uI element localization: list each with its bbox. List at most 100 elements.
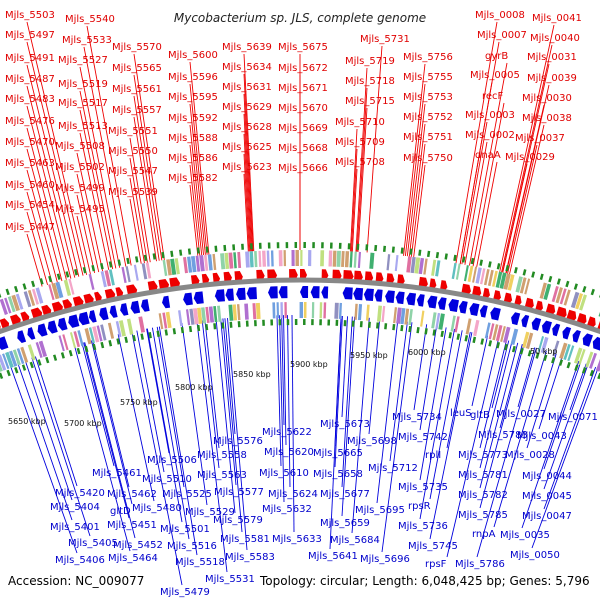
gene-label[interactable]: Mjls_0008 bbox=[475, 10, 525, 21]
gene-label[interactable]: gltD bbox=[110, 506, 131, 517]
gene-label[interactable]: Mjls_5610 bbox=[259, 468, 309, 479]
reverse-gene-arrow[interactable] bbox=[552, 323, 561, 337]
gene-label[interactable]: Mjls_0039 bbox=[527, 73, 577, 84]
gene-label[interactable]: Mjls_5625 bbox=[222, 142, 272, 153]
gene-label[interactable]: Mjls_5464 bbox=[108, 553, 158, 564]
gene-label[interactable]: Mjls_0043 bbox=[517, 431, 567, 442]
gene-label[interactable]: Mjls_5404 bbox=[50, 502, 100, 513]
gene-label[interactable]: rnpA bbox=[472, 529, 496, 540]
gene-label[interactable]: Mjls_5631 bbox=[222, 82, 272, 93]
gene-label[interactable]: Mjls_5529 bbox=[185, 507, 235, 518]
gene-label[interactable]: Mjls_0041 bbox=[532, 13, 582, 24]
gene-label[interactable]: Mjls_5519 bbox=[58, 79, 108, 90]
reverse-gene-arrow[interactable] bbox=[479, 305, 488, 318]
gene-label[interactable]: Mjls_5709 bbox=[335, 137, 385, 148]
gene-label[interactable]: Mjls_5622 bbox=[262, 427, 312, 438]
reverse-gene-arrow[interactable] bbox=[541, 320, 552, 334]
gene-label[interactable]: Mjls_5673 bbox=[320, 419, 370, 430]
gene-label[interactable]: Mjls_5786 bbox=[455, 559, 505, 570]
gene-label[interactable]: Mjls_5658 bbox=[313, 469, 363, 480]
reverse-gene-arrow[interactable] bbox=[88, 310, 97, 323]
reverse-gene-arrow[interactable] bbox=[47, 320, 58, 334]
gene-label[interactable]: leuS bbox=[450, 408, 472, 419]
gene-label[interactable]: Mjls_5735 bbox=[398, 482, 448, 493]
gene-label[interactable]: Mjls_5600 bbox=[168, 50, 218, 61]
reverse-gene-arrow[interactable] bbox=[363, 288, 374, 302]
gene-label[interactable]: Mjls_5736 bbox=[398, 521, 448, 532]
gene-label[interactable]: Mjls_5487 bbox=[5, 74, 55, 85]
gene-label[interactable]: Mjls_5675 bbox=[278, 42, 328, 53]
reverse-gene-arrow[interactable] bbox=[236, 287, 246, 301]
gene-label[interactable]: Mjls_5483 bbox=[5, 94, 55, 105]
gene-label[interactable]: Mjls_5695 bbox=[355, 505, 405, 516]
gene-label[interactable]: Mjls_5756 bbox=[403, 52, 453, 63]
reverse-gene-arrow[interactable] bbox=[469, 302, 480, 316]
reverse-gene-arrow[interactable] bbox=[162, 295, 171, 309]
gene-label[interactable]: rpsR bbox=[408, 501, 431, 512]
gene-label[interactable]: Mjls_5582 bbox=[168, 173, 218, 184]
gene-label[interactable]: Mjls_5495 bbox=[55, 204, 105, 215]
gene-label[interactable]: Mjls_0002 bbox=[465, 130, 515, 141]
reverse-gene-arrow[interactable] bbox=[246, 287, 257, 300]
gene-label[interactable]: Mjls_5731 bbox=[360, 34, 410, 45]
gene-label[interactable]: Mjls_5639 bbox=[222, 42, 272, 53]
gene-label[interactable]: Mjls_5461 bbox=[92, 468, 142, 479]
gene-label[interactable]: Mjls_0028 bbox=[505, 450, 555, 461]
gene-label[interactable]: Mjls_5531 bbox=[205, 574, 255, 585]
gene-label[interactable]: Mjls_5480 bbox=[132, 503, 182, 514]
gene-label[interactable]: Mjls_5670 bbox=[278, 103, 328, 114]
reverse-gene-arrow[interactable] bbox=[406, 292, 417, 306]
gene-label[interactable]: rplI bbox=[425, 450, 441, 461]
reverse-gene-arrow[interactable] bbox=[562, 326, 572, 340]
gene-label[interactable]: Mjls_0071 bbox=[548, 412, 598, 423]
gene-label[interactable]: Mjls_0029 bbox=[505, 152, 555, 163]
gene-label[interactable]: Mjls_5576 bbox=[213, 436, 263, 447]
reverse-gene-arrow[interactable] bbox=[141, 299, 150, 312]
gene-label[interactable]: Mjls_5405 bbox=[68, 538, 118, 549]
reverse-gene-arrow[interactable] bbox=[183, 292, 193, 306]
gene-label[interactable]: Mjls_5632 bbox=[262, 504, 312, 515]
reverse-gene-arrow[interactable] bbox=[193, 291, 204, 305]
gene-label[interactable]: Mjls_0035 bbox=[500, 530, 550, 541]
gene-label[interactable]: Mjls_5510 bbox=[142, 474, 192, 485]
gene-label[interactable]: Mjls_5783 bbox=[478, 430, 528, 441]
gene-label[interactable]: Mjls_5666 bbox=[278, 163, 328, 174]
gene-label[interactable]: Mjls_5751 bbox=[403, 132, 453, 143]
gene-label[interactable]: Mjls_0040 bbox=[530, 33, 580, 44]
gene-label[interactable]: Mjls_5557 bbox=[112, 105, 162, 116]
gene-label[interactable]: Mjls_5596 bbox=[168, 72, 218, 83]
gene-label[interactable]: Mjls_5715 bbox=[345, 96, 395, 107]
gene-label[interactable]: Mjls_5551 bbox=[108, 126, 158, 137]
gene-label[interactable]: Mjls_0044 bbox=[522, 471, 572, 482]
gene-label[interactable]: Mjls_5501 bbox=[160, 524, 210, 535]
gene-label[interactable]: Mjls_5517 bbox=[58, 98, 108, 109]
reverse-gene-arrow[interactable] bbox=[278, 286, 288, 299]
gene-label[interactable]: Mjls_5671 bbox=[278, 83, 328, 94]
reverse-gene-arrow[interactable] bbox=[592, 336, 600, 351]
gene-label[interactable]: Mjls_0005 bbox=[470, 70, 520, 81]
reverse-gene-arrow[interactable] bbox=[120, 303, 129, 316]
gene-label[interactable]: Mjls_5462 bbox=[107, 489, 157, 500]
gene-label[interactable]: Mjls_5750 bbox=[403, 153, 453, 164]
gene-label[interactable]: Mjls_5447 bbox=[5, 222, 55, 233]
gene-label[interactable]: Mjls_0045 bbox=[522, 491, 572, 502]
gene-label[interactable]: Mjls_5677 bbox=[320, 489, 370, 500]
gene-label[interactable]: Mjls_0050 bbox=[510, 550, 560, 561]
gene-label[interactable]: Mjls_5499 bbox=[55, 183, 105, 194]
reverse-gene-arrow[interactable] bbox=[342, 287, 353, 300]
reverse-gene-arrow[interactable] bbox=[300, 286, 309, 299]
reverse-gene-arrow[interactable] bbox=[68, 314, 80, 328]
reverse-gene-arrow[interactable] bbox=[490, 307, 501, 321]
gene-label[interactable]: Mjls_5506 bbox=[147, 455, 197, 466]
gene-label[interactable]: Mjls_5540 bbox=[65, 14, 115, 25]
gene-label[interactable]: Mjls_5712 bbox=[368, 463, 418, 474]
gene-label[interactable]: Mjls_5401 bbox=[50, 522, 100, 533]
reverse-gene-arrow[interactable] bbox=[310, 286, 320, 299]
reverse-gene-arrow[interactable] bbox=[458, 300, 468, 314]
gene-label[interactable]: Mjls_5491 bbox=[5, 53, 55, 64]
reverse-gene-arrow[interactable] bbox=[511, 312, 521, 326]
reverse-gene-arrow[interactable] bbox=[17, 330, 27, 344]
gene-label[interactable]: Mjls_5620 bbox=[264, 447, 314, 458]
reverse-gene-arrow[interactable] bbox=[268, 286, 278, 299]
reverse-gene-arrow[interactable] bbox=[572, 329, 581, 343]
